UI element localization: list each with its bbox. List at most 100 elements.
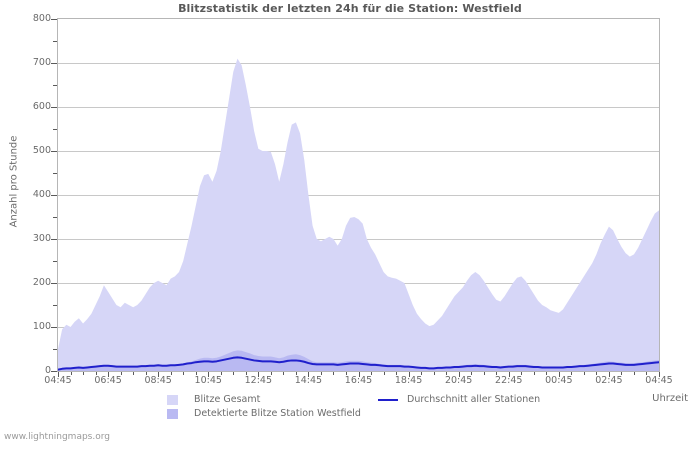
x-axis-minor-tick [421,372,422,375]
footer-watermark: www.lightningmaps.org [4,432,110,442]
x-axis-minor-tick [83,372,84,375]
y-axis-minor-tick [53,305,57,306]
x-axis-minor-tick [121,372,122,375]
legend-color-swatch [167,409,178,419]
chart-canvas [58,58,659,371]
x-axis-minor-tick [521,372,522,375]
page-title: Blitzstatistik der letzten 24h für die S… [178,2,522,15]
y-axis-minor-tick [53,85,57,86]
x-axis-tick-label: 02:45 [595,375,623,386]
y-axis-tick [51,107,57,108]
x-axis-minor-tick [233,372,234,375]
y-axis-minor-tick [53,173,57,174]
x-axis-minor-tick [371,372,372,375]
x-axis-tick-label: 16:45 [344,375,373,386]
x-axis-minor-tick [546,372,547,375]
y-axis-minor-tick [53,129,57,130]
x-axis-tick-label: 22:45 [495,375,523,386]
legend-line-swatch [378,399,398,401]
x-axis-tick [208,372,209,377]
x-axis-tick [509,372,510,377]
x-axis-minor-tick [446,372,447,375]
y-axis-tick [51,283,57,284]
x-axis-tick [659,372,660,377]
x-axis-tick [158,372,159,377]
y-axis-minor-tick [53,217,57,218]
x-axis-minor-tick [146,372,147,375]
x-axis-tick-label: 04:45 [44,375,72,386]
x-axis-minor-tick [133,372,134,375]
x-axis-minor-tick [471,372,472,375]
x-axis-minor-tick [621,372,622,375]
y-axis-minor-tick [53,41,57,42]
x-axis-tick [609,372,610,377]
y-axis-tick-label: 800 [32,13,51,24]
y-axis-tick [51,195,57,196]
x-axis-minor-tick [221,372,222,375]
y-axis-tick [51,239,57,240]
y-axis-tick-label: 400 [32,189,51,200]
x-axis-tick [409,372,410,377]
y-axis-minor-tick [53,261,57,262]
x-axis-tick-label: 08:45 [144,375,172,386]
x-axis-minor-tick [596,372,597,375]
x-axis-label: Uhrzeit [652,393,688,404]
y-axis-tick [51,327,57,328]
x-axis-minor-tick [346,372,347,375]
y-axis-tick [51,19,57,20]
x-axis-tick-label: 20:45 [444,375,473,386]
y-axis-tick [51,151,57,152]
x-axis-minor-tick [384,372,385,375]
x-axis-tick-label: 18:45 [394,375,423,386]
x-axis-tick [559,372,560,377]
x-axis-minor-tick [646,372,647,375]
x-axis-minor-tick [196,372,197,375]
x-axis-minor-tick [584,372,585,375]
y-axis-tick-label: 200 [32,277,51,288]
legend-item-label: Detektierte Blitze Station Westfield [194,408,361,419]
x-axis-minor-tick [484,372,485,375]
x-axis-tick [308,372,309,377]
x-axis-tick [258,372,259,377]
x-axis-minor-tick [71,372,72,375]
x-axis-minor-tick [496,372,497,375]
x-axis-tick [58,372,59,377]
legend-item-label: Blitze Gesamt [194,394,261,405]
x-axis-tick-label: 00:45 [545,375,573,386]
x-axis-minor-tick [534,372,535,375]
legend-color-swatch [167,395,178,405]
x-axis-minor-tick [571,372,572,375]
x-axis-minor-tick [283,372,284,375]
y-axis-tick-label: 700 [32,57,51,68]
x-axis-minor-tick [171,372,172,375]
y-axis-tick-label: 100 [32,321,51,332]
legend: Blitze Gesamt Detektierte Blitze Station … [0,394,700,424]
x-axis-tick [108,372,109,377]
x-axis-minor-tick [296,372,297,375]
plot-area [57,18,660,372]
series-line [58,356,659,371]
y-axis-tick [51,371,57,372]
x-axis-minor-tick [321,372,322,375]
x-axis-minor-tick [634,372,635,375]
y-axis-tick-label: 500 [32,145,51,156]
x-axis-tick-label: 06:45 [94,375,122,386]
x-axis-tick-label: 14:45 [294,375,323,386]
y-axis-minor-tick [53,349,57,350]
x-axis-minor-tick [96,372,97,375]
y-axis-tick-label: 0 [44,365,51,376]
y-axis: Anzahl pro Stunde 0 100 200 300 400 500 600 700… [0,0,57,450]
x-axis-tick-label: 10:45 [194,375,222,386]
y-axis-tick-label: 600 [32,101,51,112]
x-axis-minor-tick [434,372,435,375]
y-axis-tick [51,63,57,64]
x-axis-minor-tick [246,372,247,375]
x-axis-tick-label: 04:45 [645,375,673,386]
y-axis-tick-label: 300 [32,233,51,244]
series-area [58,58,659,371]
x-axis-tick [359,372,360,377]
x-axis-minor-tick [183,372,184,375]
x-axis-minor-tick [271,372,272,375]
y-axis-label: Anzahl pro Stunde [8,135,20,228]
